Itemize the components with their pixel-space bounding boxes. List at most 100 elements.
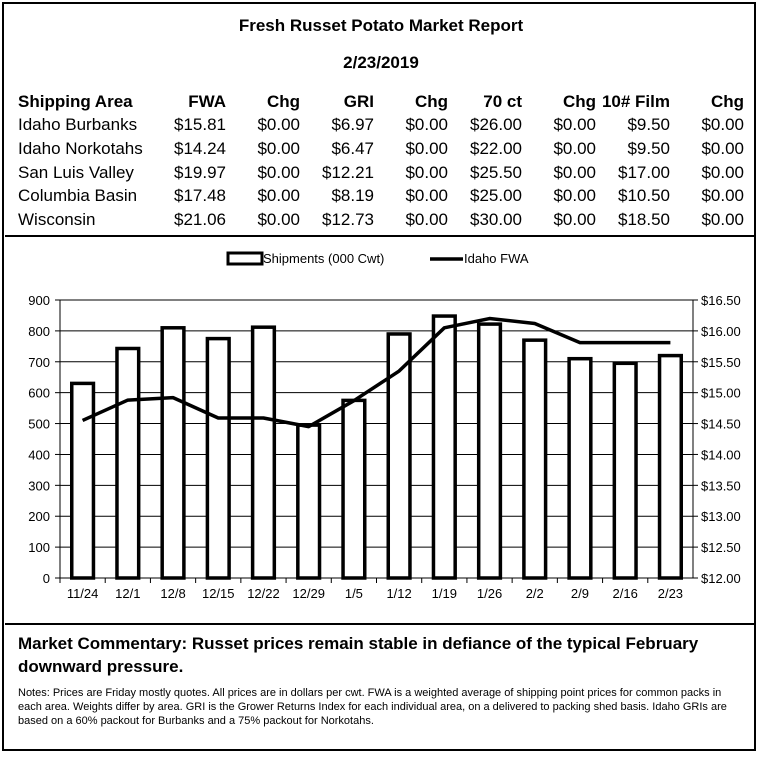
cell-70ct-chg: $0.00	[553, 162, 596, 182]
table-row: Columbia Basin $17.48 $0.00 $8.19 $0.00 $25.0…	[14, 184, 744, 208]
x-axis-tick-label: 12/1	[115, 586, 140, 601]
cell-10lb-film: $10.50	[618, 186, 670, 206]
header-10lb-film-chg: Chg	[710, 91, 744, 111]
left-axis-tick-label: 500	[28, 417, 50, 432]
x-axis-tick-label: 12/15	[202, 586, 235, 601]
shipment-bar	[115, 346, 141, 580]
header-gri: GRI	[343, 91, 374, 111]
x-axis-tick-label: 12/8	[160, 586, 185, 601]
cell-70ct-chg: $0.00	[553, 209, 596, 229]
cell-gri-chg: $0.00	[405, 186, 448, 206]
table-row: Wisconsin $21.06 $0.00 $12.73 $0.00 $30.00 $0.…	[14, 208, 744, 232]
cell-fwa: $15.81	[174, 115, 226, 135]
right-axis-tick-label: $14.00	[701, 447, 741, 462]
legend-bar-swatch	[226, 251, 264, 266]
right-axis-tick-label: $15.00	[701, 386, 741, 401]
cell-area: Wisconsin	[18, 209, 96, 229]
cell-10lb-film: $9.50	[627, 115, 670, 135]
x-axis-tick-label: 2/23	[658, 586, 683, 601]
left-axis-tick-label: 0	[43, 571, 50, 586]
shipment-bar	[522, 338, 548, 580]
cell-gri: $8.19	[331, 186, 374, 206]
x-axis-tick-label: 12/22	[247, 586, 280, 601]
cell-10lb-film-chg: $0.00	[701, 138, 744, 158]
table-row: Idaho Norkotahs $14.24 $0.00 $6.47 $0.00 $22.…	[14, 137, 744, 161]
cell-gri-chg: $0.00	[405, 138, 448, 158]
cell-gri: $6.47	[331, 138, 374, 158]
cell-10lb-film: $17.00	[618, 162, 670, 182]
cell-10lb-film-chg: $0.00	[701, 209, 744, 229]
right-axis-tick-label: $16.50	[701, 293, 741, 308]
cell-fwa: $14.24	[174, 138, 226, 158]
cell-70ct: $26.00	[470, 115, 522, 135]
shipment-bar	[341, 398, 367, 580]
cell-gri-chg: $0.00	[405, 115, 448, 135]
right-axis-tick-label: $14.50	[701, 417, 741, 432]
cell-fwa-chg: $0.00	[257, 138, 300, 158]
x-axis-tick-label: 2/16	[613, 586, 638, 601]
right-axis-tick-label: $15.50	[701, 355, 741, 370]
x-axis-tick-label: 1/19	[432, 586, 457, 601]
left-axis-tick-label: 300	[28, 478, 50, 493]
cell-gri: $6.97	[331, 115, 374, 135]
cell-fwa-chg: $0.00	[257, 115, 300, 135]
cell-10lb-film: $18.50	[618, 209, 670, 229]
left-axis-tick-label: 200	[28, 509, 50, 524]
header-gri-chg: Chg	[414, 91, 448, 111]
cell-area: Idaho Norkotahs	[18, 138, 143, 158]
table-row: San Luis Valley $19.97 $0.00 $12.21 $0.00 $25…	[14, 161, 744, 185]
x-axis-tick-label: 1/12	[386, 586, 411, 601]
shipment-bar	[567, 356, 593, 580]
header-70ct-chg: Chg	[562, 91, 596, 111]
cell-10lb-film-chg: $0.00	[701, 186, 744, 206]
left-axis-tick-label: 400	[28, 447, 50, 462]
cell-gri-chg: $0.00	[405, 162, 448, 182]
legend-label-idaho-fwa: Idaho FWA	[464, 251, 529, 266]
x-axis-tick-label: 2/2	[526, 586, 544, 601]
shipment-bar	[612, 361, 638, 580]
header-10lb-film: 10# Film	[601, 91, 670, 111]
cell-fwa-chg: $0.00	[257, 162, 300, 182]
combo-chart: 0 100 200 300 400 500 600 700 800 900 $12.00 $12.50…	[28, 251, 741, 601]
left-axis-tick-label: 900	[28, 293, 50, 308]
table-row: Idaho Burbanks $15.81 $0.00 $6.97 $0.00 $26.0…	[14, 114, 744, 138]
idaho-fwa-line	[81, 316, 671, 429]
right-axis-tick-label: $13.00	[701, 509, 741, 524]
x-axis-tick-label: 2/9	[571, 586, 589, 601]
report-title: Fresh Russet Potato Market Report	[238, 16, 524, 35]
cell-gri: $12.21	[322, 162, 374, 182]
chart-container: 0 100 200 300 400 500 600 700 800 900 $12.00 $12.50…	[5, 235, 755, 625]
x-axis-tick-label: 12/29	[292, 586, 325, 601]
cell-area: San Luis Valley	[18, 162, 134, 182]
report-date: 2/23/2019	[343, 53, 419, 72]
right-axis-tick-label: $12.50	[701, 540, 741, 555]
cell-fwa-chg: $0.00	[257, 186, 300, 206]
right-axis-tick-label: $12.00	[701, 571, 741, 586]
cell-70ct: $22.00	[470, 138, 522, 158]
cell-fwa-chg: $0.00	[257, 209, 300, 229]
cell-fwa: $17.48	[174, 186, 226, 206]
cell-gri: $12.73	[322, 209, 374, 229]
header-fwa: FWA	[188, 91, 226, 111]
shipment-bar	[205, 336, 231, 580]
cell-10lb-film-chg: $0.00	[701, 162, 744, 182]
left-axis-tick-label: 800	[28, 324, 50, 339]
x-axis-tick-label: 11/24	[67, 586, 99, 601]
x-axis-tick-label: 1/26	[477, 586, 502, 601]
price-table: Shipping Area FWA Chg GRI Chg 70 ct Chg …	[14, 90, 744, 232]
cell-gri-chg: $0.00	[405, 209, 448, 229]
shipment-bar	[250, 325, 277, 580]
cell-70ct: $30.00	[470, 209, 522, 229]
header-shipping-area: Shipping Area	[18, 91, 133, 111]
cell-fwa: $19.97	[174, 162, 226, 182]
x-axis-tick-label: 1/5	[345, 586, 363, 601]
cell-70ct: $25.50	[470, 162, 522, 182]
cell-fwa: $21.06	[174, 209, 226, 229]
left-axis-tick-label: 600	[28, 386, 50, 401]
table-header-row: Shipping Area FWA Chg GRI Chg 70 ct Chg …	[14, 90, 744, 114]
cell-10lb-film-chg: $0.00	[701, 115, 744, 135]
left-axis-tick-label: 100	[28, 540, 50, 555]
shipment-bar	[386, 332, 412, 580]
cell-area: Columbia Basin	[18, 186, 138, 206]
header-70ct: 70 ct	[483, 91, 522, 111]
